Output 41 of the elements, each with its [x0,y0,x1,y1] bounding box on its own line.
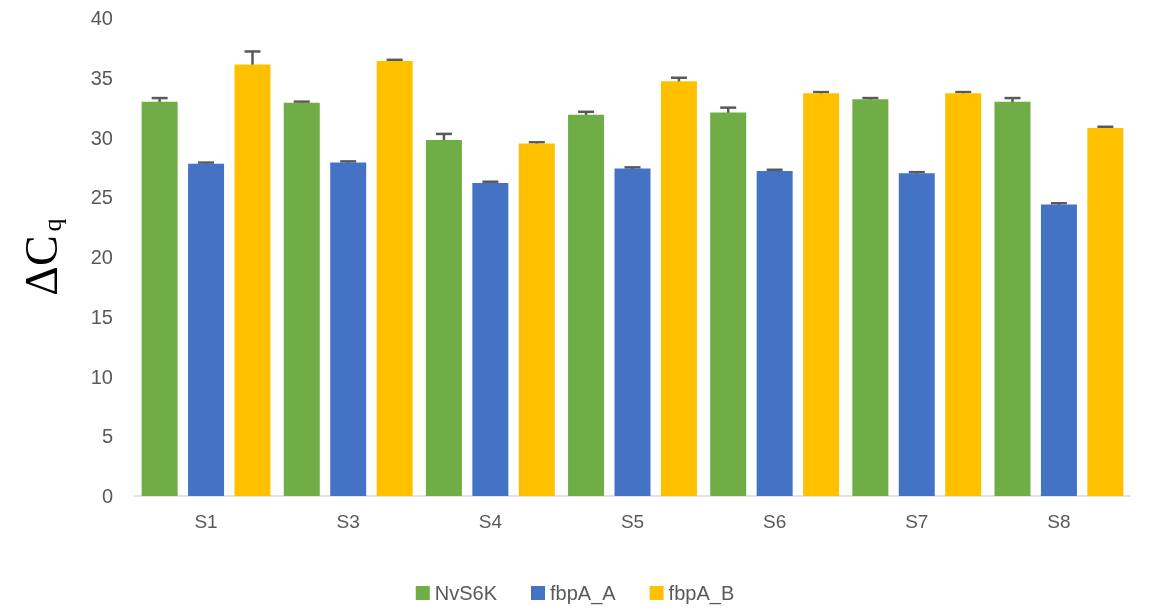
bar [994,101,1031,496]
bar [852,99,889,496]
bar [660,81,697,496]
bar [568,114,605,496]
bar [188,163,225,496]
y-tick-label: 35 [90,66,113,89]
x-tick-label: S1 [194,511,218,532]
legend-label: fbpA_B [668,582,735,605]
bar [945,93,982,496]
x-tick-label: S8 [1047,511,1071,532]
x-tick-label: S4 [478,511,503,532]
y-tick-label: 30 [90,126,113,149]
y-axis-title: ΔCq [15,218,67,296]
bar [803,93,840,496]
bar [472,182,509,496]
y-tick-label: 10 [90,365,113,388]
y-tick-label: 15 [90,305,113,328]
bar [1087,127,1124,496]
y-tick-label: 40 [90,7,113,29]
y-tick-label: 25 [90,186,113,209]
bar [898,173,935,496]
y-tick-label: 20 [90,246,113,268]
legend-label: NvS6K [434,582,498,604]
bar [330,162,367,496]
bar [756,170,793,496]
bar [425,139,462,496]
x-tick-label: S5 [620,511,645,532]
bar [376,61,413,496]
x-tick-label: S3 [336,511,360,532]
bar [518,143,555,496]
bar [1040,204,1077,496]
bar [283,102,320,496]
legend-label: fbpA_A [550,582,617,605]
x-tick-label: S7 [905,511,929,532]
y-tick-label: 0 [101,485,113,507]
bar [141,101,178,496]
bar [710,112,747,496]
y-tick-label: 5 [101,425,113,448]
bar [234,64,271,496]
bar [614,168,651,496]
x-tick-label: S6 [763,511,787,532]
